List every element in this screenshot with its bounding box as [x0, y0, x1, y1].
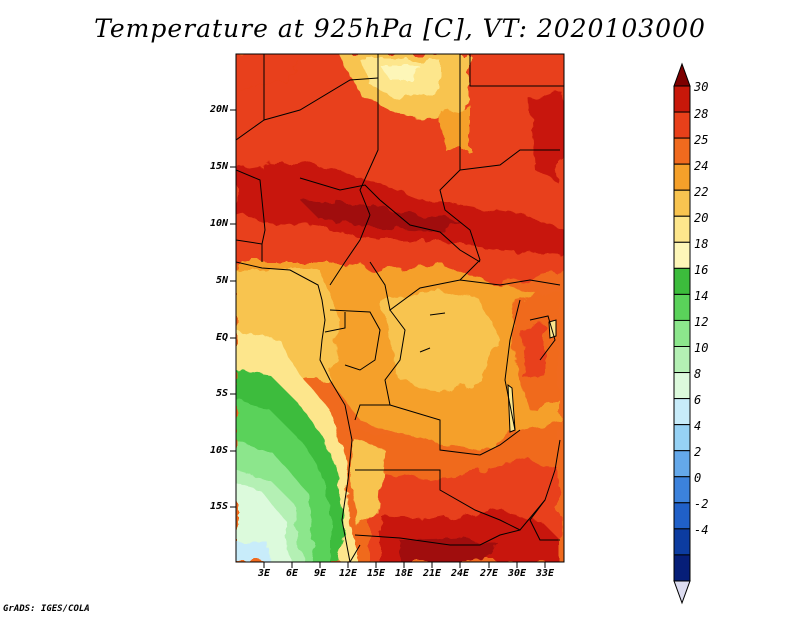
colorbar-label: 0 [694, 471, 702, 485]
colorbar-swatch [673, 189, 691, 217]
colorbar-label: 4 [694, 419, 702, 433]
map-title: Temperature at 925hPa [C], VT: 202010300… [94, 14, 706, 43]
colorbar-label: 8 [694, 367, 702, 381]
colorbar-swatch [673, 137, 691, 165]
colorbar-label: 2 [694, 445, 702, 459]
colorbar-label: -2 [694, 497, 709, 511]
colorbar-swatch [673, 85, 691, 113]
lon-label: 30E [507, 568, 527, 579]
colorbar-swatch [673, 267, 691, 295]
lat-label: 10S [209, 445, 228, 456]
lon-label: 6E [285, 568, 299, 579]
lat-label: 20N [209, 104, 228, 115]
lon-label: 12E [338, 568, 358, 579]
colorbar-label: 14 [694, 289, 709, 303]
colorbar-swatch [673, 502, 691, 530]
colorbar-label: 30 [694, 80, 709, 94]
colorbar-arrow-top [673, 62, 691, 87]
axis-ticks [230, 109, 546, 568]
lat-label: EQ [215, 332, 228, 343]
map-frame [235, 53, 565, 563]
lon-label: 21E [422, 568, 442, 579]
colorbar-label: -4 [694, 523, 709, 537]
colorbar-swatch [673, 476, 691, 504]
temperature-field [236, 54, 564, 562]
colorbar-swatch [673, 398, 691, 426]
lat-label: 10N [209, 218, 228, 229]
lat-label: 5S [215, 388, 228, 399]
lon-label: 33E [535, 568, 555, 579]
lon-label: 18E [394, 568, 414, 579]
colorbar [673, 62, 691, 605]
lake-outlines [419, 312, 557, 433]
lon-label: 27E [479, 568, 499, 579]
grads-credit: GrADS: IGES/COLA [3, 604, 90, 614]
colorbar-label: 10 [694, 341, 709, 355]
colorbar-label: 16 [694, 263, 709, 277]
colorbar-swatch [673, 163, 691, 191]
colorbar-label: 24 [694, 159, 709, 173]
colorbar-label: 28 [694, 107, 709, 121]
country-borders [236, 54, 564, 562]
colorbar-swatch [673, 241, 691, 269]
colorbar-swatch [673, 528, 691, 556]
colorbar-swatch [673, 372, 691, 400]
lon-label: 15E [366, 568, 386, 579]
colorbar-label: 12 [694, 315, 709, 329]
lon-label: 3E [257, 568, 271, 579]
colorbar-swatch [673, 424, 691, 452]
lat-label: 15N [209, 161, 228, 172]
lat-label: 5N [215, 275, 228, 286]
colorbar-swatch [673, 293, 691, 321]
colorbar-swatch [673, 111, 691, 139]
colorbar-label: 6 [694, 393, 702, 407]
lat-label: 15S [209, 501, 228, 512]
colorbar-label: 22 [694, 185, 709, 199]
colorbar-label: 18 [694, 237, 709, 251]
lon-label: 24E [450, 568, 470, 579]
colorbar-swatch [673, 215, 691, 243]
colorbar-swatch [673, 554, 691, 582]
colorbar-swatch [673, 346, 691, 374]
colorbar-label: 25 [694, 133, 709, 147]
colorbar-swatch [673, 319, 691, 348]
lon-label: 9E [313, 568, 327, 579]
colorbar-swatch [673, 450, 691, 478]
colorbar-arrow-bottom [673, 580, 691, 605]
colorbar-label: 20 [694, 211, 709, 225]
